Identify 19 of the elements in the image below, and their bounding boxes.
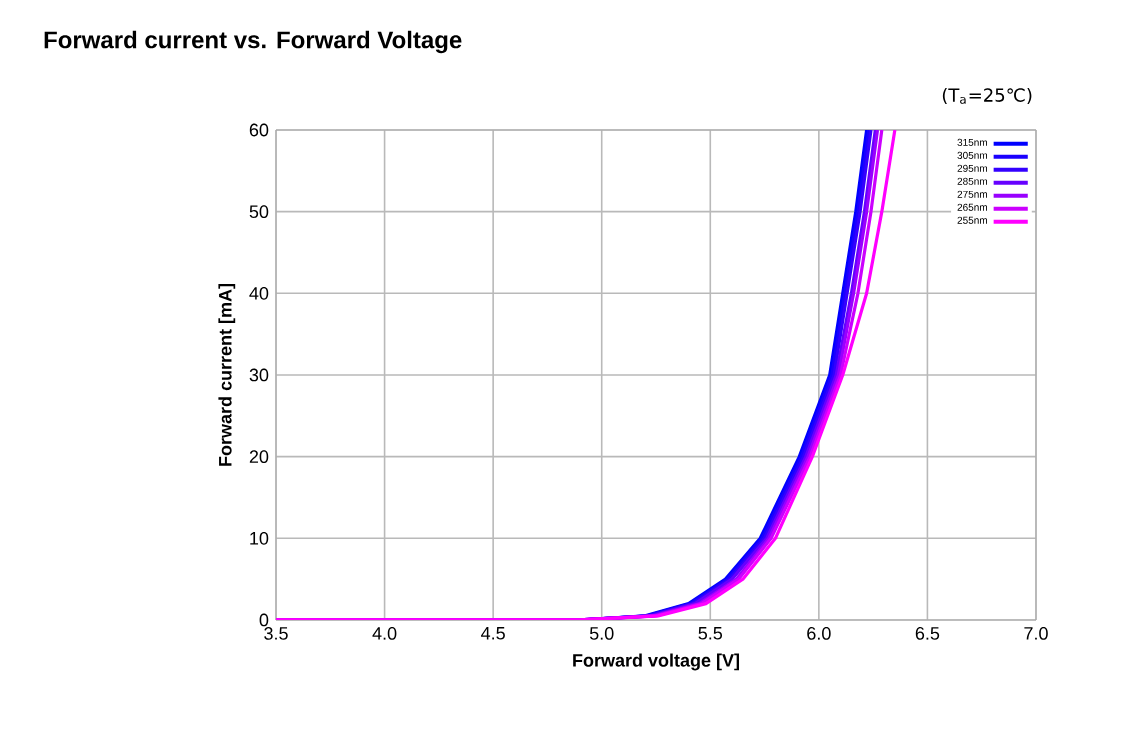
x-tick-label: 5.5 xyxy=(698,627,723,640)
y-tick-label: 50 xyxy=(249,205,269,219)
x-tick-label: 6.0 xyxy=(807,627,831,640)
y-axis-title: Forward current [mA] xyxy=(218,284,236,466)
x-tick-label: 7.0 xyxy=(1024,627,1048,640)
x-tick-label: 4.5 xyxy=(481,627,505,640)
x-tick-label: 4.0 xyxy=(372,627,397,640)
y-tick-label: 10 xyxy=(250,531,269,545)
y-tick-label: 0 xyxy=(259,613,269,627)
y-tick-label: 20 xyxy=(249,450,269,464)
chart-title: Forward current vs. Forward Voltage xyxy=(44,30,462,54)
y-tick-label: 30 xyxy=(249,368,269,382)
x-tick-label: 3.5 xyxy=(264,627,288,640)
text: (T$_{a}$=25℃) xyxy=(942,87,1032,105)
x-tick-label: 6.5 xyxy=(915,627,940,640)
y-tick-label: 40 xyxy=(249,286,269,300)
y-tick-label: 60 xyxy=(249,123,269,137)
x-tick-label: 5.0 xyxy=(589,627,614,640)
x-axis-title: Forward voltage [V] xyxy=(573,653,739,671)
